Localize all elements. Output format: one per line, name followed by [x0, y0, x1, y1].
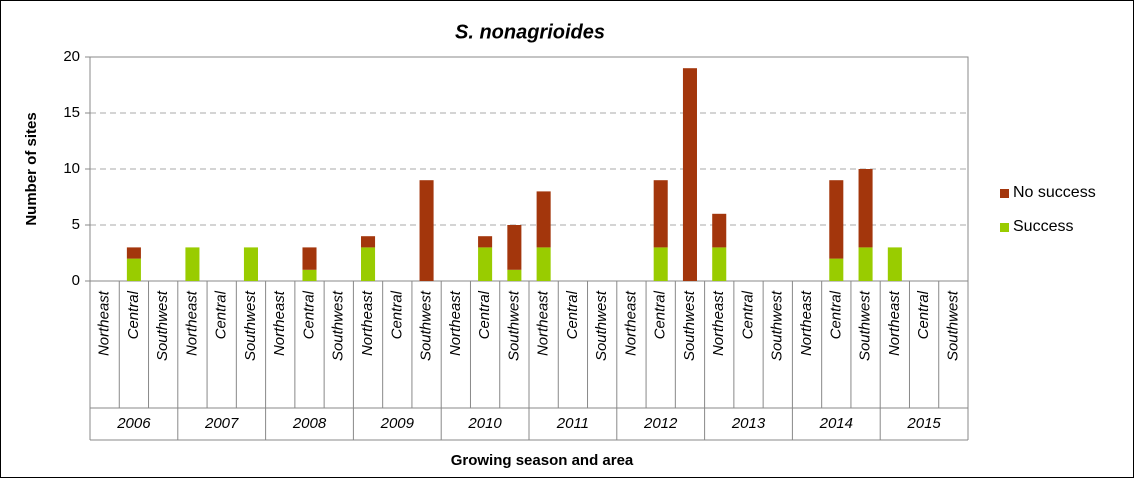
y-tick-label: 10 — [63, 160, 80, 177]
group-label: 2014 — [819, 415, 853, 432]
group-label: 2011 — [556, 415, 589, 432]
x-axis-title: Growing season and area — [451, 452, 634, 469]
bar-segment — [887, 247, 902, 281]
group-label: 2015 — [906, 415, 941, 432]
chart-title: S. nonagrioides — [455, 21, 605, 43]
x-tick-label: Central — [476, 290, 493, 339]
group-label: 2007 — [204, 415, 239, 432]
y-tick-label: 5 — [72, 216, 80, 233]
group-label: 2013 — [731, 415, 766, 432]
x-tick-label: Central — [388, 290, 405, 339]
group-label: 2006 — [116, 415, 151, 432]
x-tick-label: Southwest — [418, 290, 435, 361]
bar-segment — [712, 247, 727, 281]
bar-segment — [858, 247, 873, 281]
bar-segment — [243, 247, 258, 281]
x-tick-label: Southwest — [330, 290, 347, 361]
legend-label: Success — [1013, 218, 1073, 235]
x-tick-label: Central — [300, 290, 317, 339]
x-tick-label: Southwest — [593, 290, 610, 361]
bar-segment — [361, 236, 376, 248]
x-tick-label: Central — [564, 290, 581, 339]
bar-segment — [712, 213, 727, 248]
y-tick-label: 0 — [72, 272, 80, 289]
bar-segment — [829, 180, 844, 259]
bar-segment — [653, 180, 668, 248]
bar-segment — [419, 180, 434, 281]
x-tick-label: Central — [125, 290, 142, 339]
bar-segment — [507, 269, 522, 281]
x-tick-label: Central — [739, 290, 756, 339]
x-tick-label: Northeast — [96, 290, 113, 356]
group-label: 2012 — [643, 415, 678, 432]
x-tick-label: Northeast — [535, 290, 552, 356]
x-tick-label: Southwest — [681, 290, 698, 361]
x-tick-label: Northeast — [183, 290, 200, 356]
x-tick-label: Central — [915, 290, 932, 339]
bar-segment — [536, 191, 551, 248]
x-tick-label: Central — [652, 290, 669, 339]
x-tick-label: Southwest — [857, 290, 874, 361]
legend-swatch — [1000, 189, 1009, 198]
bar-segment — [507, 225, 522, 270]
x-tick-label: Northeast — [622, 290, 639, 356]
x-tick-label: Central — [213, 290, 230, 339]
group-label: 2009 — [380, 415, 415, 432]
x-tick-label: Southwest — [944, 290, 961, 361]
x-tick-label: Northeast — [886, 290, 903, 356]
x-tick-label: Northeast — [710, 290, 727, 356]
group-label: 2010 — [467, 415, 502, 432]
y-tick-label: 20 — [63, 48, 80, 65]
bar-segment — [302, 247, 317, 270]
bar-segment — [478, 247, 493, 281]
x-tick-label: Northeast — [447, 290, 464, 356]
x-tick-label: Southwest — [242, 290, 259, 361]
bar-segment — [302, 269, 317, 281]
bar-segment — [536, 247, 551, 281]
bar-segment — [185, 247, 200, 281]
legend-swatch — [1000, 223, 1009, 232]
y-tick-label: 15 — [63, 104, 80, 121]
x-tick-label: Northeast — [271, 290, 288, 356]
x-tick-label: Southwest — [154, 290, 171, 361]
bar-segment — [126, 258, 141, 281]
x-tick-label: Northeast — [359, 290, 376, 356]
bar-segment — [126, 247, 141, 259]
bar-segment — [478, 236, 493, 248]
y-axis-title: Number of sites — [23, 112, 40, 225]
x-tick-label: Southwest — [505, 290, 522, 361]
bar-segment — [682, 68, 697, 281]
bar-segment — [829, 258, 844, 281]
x-tick-label: Central — [827, 290, 844, 339]
x-tick-label: Southwest — [769, 290, 786, 361]
bar-segment — [858, 169, 873, 248]
x-tick-label: Northeast — [798, 290, 815, 356]
bar-segment — [361, 247, 376, 281]
legend-label: No success — [1013, 184, 1096, 201]
bar-segment — [653, 247, 668, 281]
group-label: 2008 — [292, 415, 327, 432]
